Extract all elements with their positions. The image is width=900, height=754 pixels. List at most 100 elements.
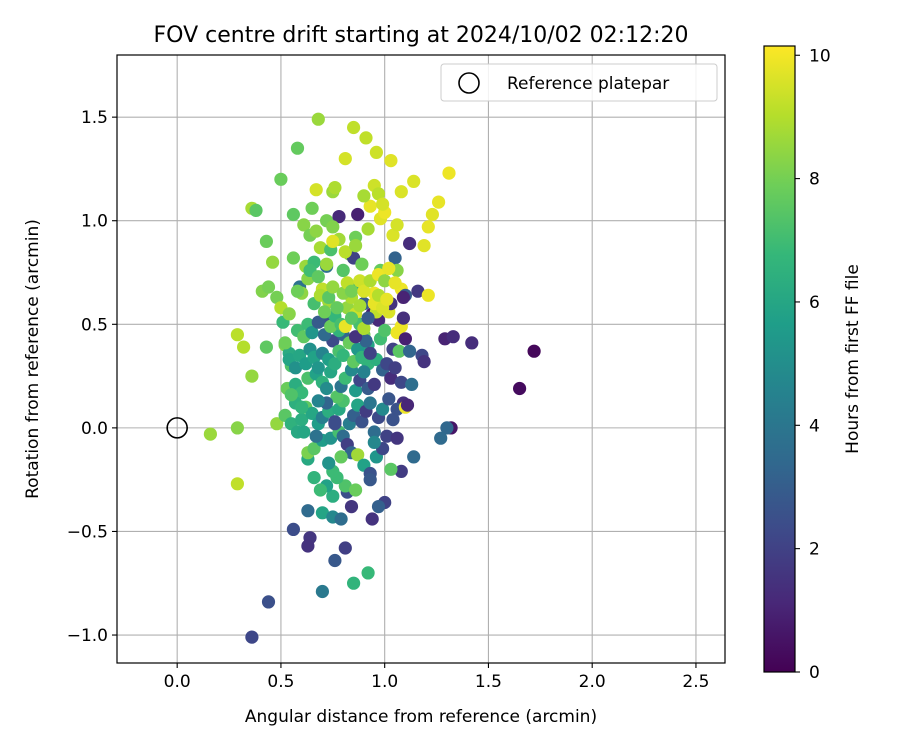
- x-axis-label: Angular distance from reference (arcmin): [245, 707, 597, 727]
- x-tick-label: 0.0: [164, 672, 191, 692]
- data-point: [328, 553, 342, 568]
- data-point: [380, 429, 394, 443]
- data-point: [432, 195, 446, 209]
- data-point: [361, 311, 375, 325]
- data-point: [396, 290, 410, 304]
- data-point: [367, 435, 381, 449]
- data-point: [347, 576, 361, 590]
- data-point: [324, 319, 338, 333]
- data-point: [421, 220, 435, 234]
- data-point: [390, 431, 404, 445]
- data-point: [322, 290, 336, 304]
- data-point: [359, 334, 373, 348]
- data-point: [326, 489, 340, 503]
- data-point: [203, 427, 217, 441]
- data-point: [403, 344, 417, 358]
- data-point: [392, 344, 406, 358]
- data-point: [328, 181, 342, 195]
- data-point: [425, 207, 439, 222]
- data-point: [309, 429, 323, 443]
- data-point: [338, 152, 352, 166]
- data-point: [259, 340, 273, 354]
- data-point: [446, 330, 460, 344]
- data-point: [286, 251, 300, 265]
- data-point: [307, 442, 321, 456]
- data-point: [336, 263, 350, 277]
- data-point: [407, 450, 421, 464]
- y-tick-label: −0.5: [67, 522, 108, 542]
- y-tick-label: −1.0: [67, 626, 108, 646]
- data-point: [376, 402, 390, 416]
- colorbar-tick-label: 2: [809, 540, 820, 560]
- data-point: [344, 500, 359, 514]
- data-point: [355, 415, 369, 429]
- data-point: [305, 326, 319, 340]
- reference-platepar-marker: [166, 417, 188, 439]
- x-tick-label: 1.0: [371, 672, 398, 692]
- data-point: [230, 421, 244, 435]
- data-point: [309, 183, 323, 197]
- data-point: [336, 348, 350, 362]
- data-point: [513, 381, 527, 396]
- data-point: [320, 381, 334, 396]
- x-tick-label: 1.5: [475, 672, 502, 692]
- y-tick-label: 0.0: [81, 419, 108, 439]
- legend-box: [440, 63, 718, 102]
- colorbar-label: Hours from first FF file: [843, 264, 863, 454]
- data-point: [338, 541, 352, 555]
- x-tick-label: 2.0: [579, 672, 606, 692]
- data-point: [261, 280, 276, 294]
- y-axis-label: Rotation from reference (arcmin): [23, 219, 43, 499]
- data-point: [295, 413, 309, 427]
- data-point: [386, 228, 400, 242]
- data-point: [417, 239, 431, 253]
- data-point: [405, 377, 419, 391]
- data-point: [384, 462, 398, 476]
- data-point: [400, 398, 415, 412]
- data-point: [344, 284, 359, 298]
- data-point: [297, 425, 311, 439]
- data-point: [363, 396, 377, 410]
- data-point: [376, 197, 390, 211]
- data-point: [361, 566, 375, 580]
- data-point: [394, 185, 408, 199]
- colorbar: 0 2 4 6 8 10 Hours from first FF file: [763, 45, 863, 683]
- data-point: [434, 431, 448, 445]
- data-point: [305, 201, 319, 215]
- data-point: [388, 276, 402, 290]
- data-point: [378, 274, 392, 288]
- data-point: [442, 166, 456, 180]
- data-point: [386, 413, 400, 427]
- data-point: [282, 307, 296, 321]
- colorbar-tick-label: 0: [809, 663, 820, 683]
- data-point: [394, 375, 408, 389]
- data-point: [357, 365, 371, 379]
- data-point: [417, 355, 431, 369]
- data-point: [421, 288, 435, 302]
- data-point: [284, 388, 298, 402]
- scatter-points: [203, 112, 541, 644]
- data-point: [328, 417, 342, 431]
- data-point: [334, 450, 348, 464]
- data-point: [332, 210, 346, 224]
- data-point: [334, 512, 348, 526]
- data-point: [330, 390, 344, 404]
- y-tick-label: 0.5: [81, 315, 108, 335]
- colorbar-ticks: 0 2 4 6 8 10: [795, 46, 831, 683]
- data-point: [411, 284, 425, 298]
- data-point: [311, 315, 325, 329]
- colorbar-tick-label: 8: [809, 170, 820, 190]
- data-point: [353, 274, 367, 288]
- data-point: [320, 257, 334, 271]
- data-point: [403, 236, 417, 251]
- data-point: [301, 504, 315, 518]
- data-point: [384, 371, 398, 385]
- data-point: [347, 120, 361, 135]
- data-point: [309, 224, 323, 238]
- data-point: [367, 377, 381, 391]
- data-point: [286, 522, 300, 537]
- data-point: [349, 384, 363, 398]
- data-point: [311, 112, 325, 126]
